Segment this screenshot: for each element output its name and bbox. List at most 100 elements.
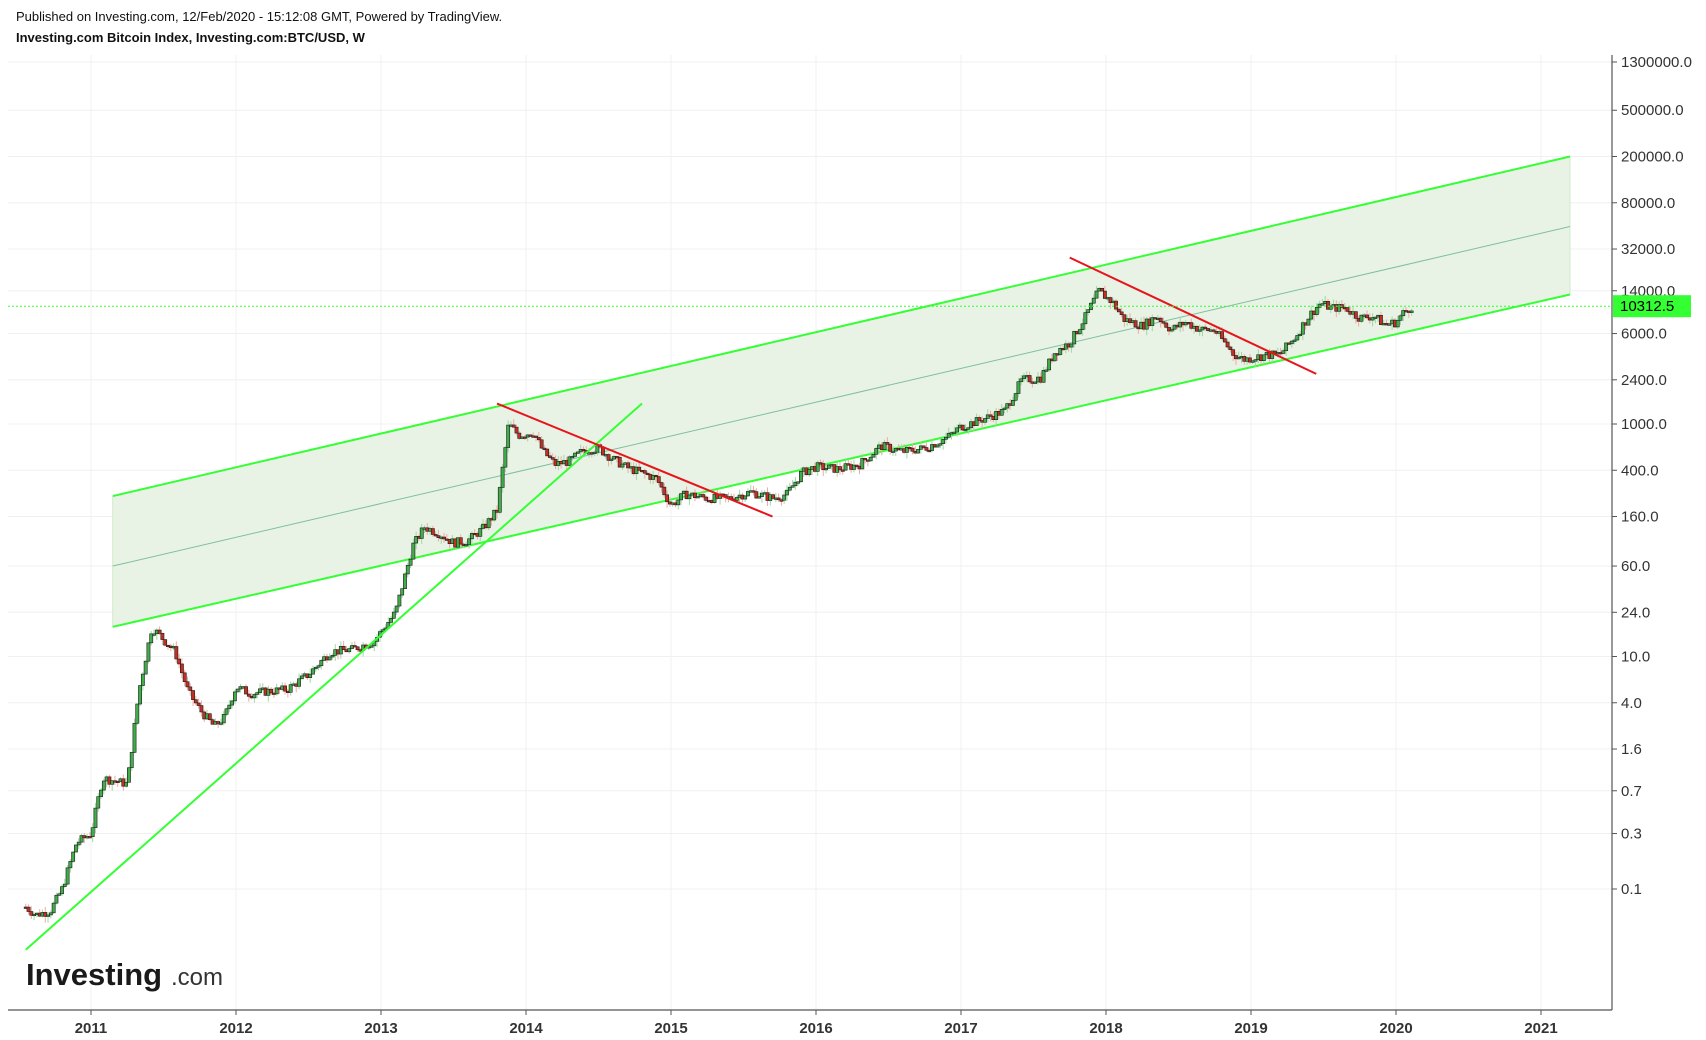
candle-body (26, 906, 31, 912)
candle-body (193, 699, 198, 704)
candle-body (124, 781, 129, 787)
candle-body (659, 482, 664, 488)
candle-body (966, 427, 971, 430)
candle-body (963, 429, 968, 432)
candle-body (1019, 378, 1024, 383)
candle-body (436, 535, 441, 538)
candle-body (1108, 297, 1113, 304)
candle-body (327, 656, 332, 661)
candle-body (637, 466, 642, 471)
candle-body (1072, 331, 1077, 345)
candle-body (152, 633, 156, 636)
x-tick-label: 2021 (1524, 1020, 1557, 1037)
candle-body (143, 660, 148, 675)
candle-body (785, 489, 789, 496)
candle-body (1261, 354, 1266, 361)
candle-body (185, 681, 190, 688)
candle-body (1133, 320, 1138, 328)
channel-midline (112, 226, 1571, 567)
candle-body (679, 493, 683, 501)
candle-body (946, 432, 951, 438)
candle-body (1027, 375, 1032, 383)
candle-body (1119, 311, 1124, 315)
candle-body (905, 447, 909, 453)
candle-body (534, 435, 538, 438)
candle-body (138, 685, 142, 705)
candle-body (693, 492, 697, 499)
candle-body (127, 767, 131, 783)
x-tick-label: 2017 (944, 1020, 977, 1037)
candle-body (1033, 381, 1038, 384)
candle-body (779, 499, 784, 502)
candle-body (645, 472, 650, 476)
candle-body (297, 678, 301, 687)
candle-body (1314, 307, 1319, 315)
candle-body (486, 518, 491, 529)
candle-body (60, 886, 64, 895)
candle-body (394, 605, 399, 613)
candle-body (129, 752, 134, 769)
candle-body (1077, 329, 1082, 335)
candle-body (408, 558, 413, 566)
candle-body (1337, 304, 1342, 312)
candle-body (230, 700, 234, 706)
candle-body (782, 494, 787, 501)
candle-body (868, 456, 873, 462)
candle-body (545, 448, 550, 457)
candle-body (840, 469, 845, 472)
candle-body (87, 836, 92, 839)
candle-body (944, 437, 948, 440)
candle-body (1195, 325, 1199, 332)
candle-body (101, 780, 106, 791)
candle-body (433, 534, 438, 537)
candle-body (1373, 316, 1378, 319)
candle-body (341, 645, 346, 650)
candle-body (642, 470, 647, 474)
candle-body (74, 844, 78, 853)
candle-body (952, 431, 957, 434)
candle-body (626, 462, 630, 469)
tick-labels: 0.1 0.3 0.7 1.6 4.0 10.0 24.0 60.0 160.0 400.0 100… (75, 54, 1692, 1037)
y-tick-label: 80000.0 (1621, 195, 1675, 212)
candle-body (746, 491, 750, 497)
candle-body (757, 496, 762, 499)
candle-body (283, 685, 287, 692)
candle-body (1164, 322, 1169, 328)
candle-body (196, 702, 201, 706)
candle-body (874, 448, 879, 455)
candle-body (1395, 320, 1400, 328)
candle-body (149, 633, 154, 644)
candle-body (935, 444, 940, 448)
resistance-trendline-2018 (1069, 256, 1317, 375)
candle-body (157, 629, 162, 634)
candle-body (1189, 322, 1194, 329)
candle-body (885, 442, 890, 445)
price-badge-label: 10312.5 (1620, 298, 1674, 315)
candle-body (355, 646, 360, 651)
candle-body (815, 462, 820, 472)
x-tick-label: 2014 (509, 1020, 543, 1037)
candle-body (570, 456, 575, 459)
candle-body (854, 464, 859, 467)
candle-body (1080, 323, 1085, 330)
candle-body (464, 544, 469, 547)
candle-body (514, 426, 519, 434)
candle-body (180, 663, 184, 674)
candle-body (1197, 329, 1202, 332)
candle-body (1300, 322, 1305, 335)
candle-body (1365, 314, 1369, 319)
candle-body (656, 476, 661, 483)
candle-body (46, 914, 50, 917)
candle-body (654, 475, 658, 478)
candle-body (1401, 310, 1406, 317)
candle-body (974, 417, 979, 426)
channel-lower-line (112, 293, 1571, 628)
candle-body (695, 496, 700, 499)
y-tick-label: 160.0 (1621, 509, 1659, 526)
candle-body (255, 692, 260, 695)
candle-body (1052, 353, 1057, 362)
candle-body (1220, 331, 1224, 339)
price-channel (112, 155, 1571, 628)
candle-body (90, 827, 95, 837)
